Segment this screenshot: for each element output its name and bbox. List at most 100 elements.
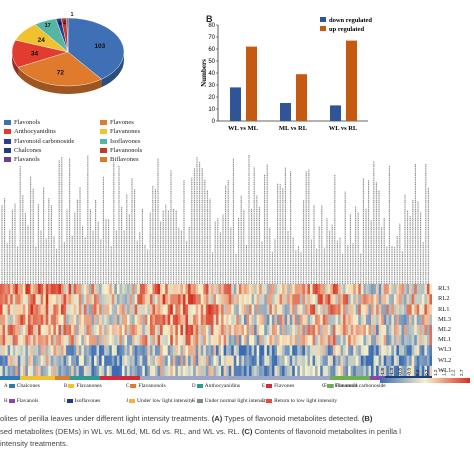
heatmap-cell [236, 315, 239, 326]
heatmap-cell [412, 284, 415, 295]
heatmap-row-label: RL2 [438, 295, 450, 302]
heatmap-cell [119, 294, 122, 305]
heatmap-cell [206, 356, 209, 367]
heatmap-cell [404, 325, 407, 336]
heatmap-cell [117, 284, 120, 295]
legend-swatch [100, 120, 107, 125]
heatmap-cell [313, 304, 316, 315]
heatmap-cell [102, 315, 105, 326]
heatmap-cell [402, 294, 405, 305]
heatmap-cell [84, 366, 87, 376]
heatmap-cell [229, 315, 232, 326]
heatmap-cell [414, 335, 417, 346]
heatmap-cell [381, 335, 384, 346]
heatmap-cell [165, 366, 168, 376]
heatmap-cell [91, 294, 94, 305]
heatmap-cell [239, 304, 242, 315]
heatmap-cell [211, 294, 214, 305]
heatmap-cell [358, 284, 361, 295]
heatmap-cell [219, 345, 222, 356]
heatmap-cell [427, 315, 430, 326]
heatmap-cell [389, 315, 392, 326]
heatmap-cell [180, 356, 183, 367]
heatmap-cell [160, 284, 163, 295]
heatmap-cell [333, 345, 336, 356]
heatmap-cell [145, 315, 148, 326]
heatmap-cell [221, 284, 224, 295]
heatmap-cell [69, 294, 72, 305]
heatmap-cell [0, 294, 3, 305]
heatmap-cell [196, 315, 199, 326]
heatmap-cell [257, 335, 260, 346]
heatmap-cell [79, 315, 82, 326]
heatmap-cell [99, 335, 102, 346]
heatmap-cell [353, 325, 356, 336]
heatmap-cell [338, 304, 341, 315]
heatmap-cell [135, 284, 138, 295]
heatmap-cell [43, 345, 46, 356]
heatmap-cell [117, 325, 120, 336]
heatmap-cell [165, 304, 168, 315]
heatmap-cell [20, 335, 23, 346]
category-legend-label: Flavanones [76, 383, 101, 389]
heatmap-cell [186, 345, 189, 356]
heatmap-cell [280, 356, 283, 367]
heatmap-cell [25, 325, 28, 336]
heatmap-cell [140, 294, 143, 305]
heatmap-cell [231, 335, 234, 346]
heatmap-cell [20, 304, 23, 315]
heatmap-cell [150, 304, 153, 315]
heatmap-cell [305, 366, 308, 376]
heatmap-cell [79, 335, 82, 346]
heatmap-cell [94, 356, 97, 367]
heatmap-cell [300, 284, 303, 295]
heatmap-cell [36, 315, 39, 326]
heatmap-cell [33, 335, 36, 346]
heatmap-cell [91, 345, 94, 356]
heatmap-cell [94, 345, 97, 356]
heatmap-cell [28, 325, 31, 336]
heatmap-cell [356, 366, 359, 376]
heatmap-cell [203, 304, 206, 315]
heatmap-cell [213, 366, 216, 376]
heatmap-cell [231, 356, 234, 367]
heatmap-cell [313, 345, 316, 356]
heatmap-cell [274, 335, 277, 346]
category-segment [100, 376, 140, 380]
heatmap-cell [125, 366, 128, 376]
heatmap-cell [89, 345, 92, 356]
heatmap-cell [267, 325, 270, 336]
heatmap-cell [186, 356, 189, 367]
heatmap-cell [335, 315, 338, 326]
heatmap-cell [424, 335, 427, 346]
heatmap-cell [267, 294, 270, 305]
heatmap-cell [107, 325, 110, 336]
heatmap-cell [305, 304, 308, 315]
heatmap-cell [76, 294, 79, 305]
heatmap-cell [280, 284, 283, 295]
heatmap-cell [33, 315, 36, 326]
heatmap-cell [371, 366, 374, 376]
heatmap-cell [198, 315, 201, 326]
heatmap-cell [351, 356, 354, 367]
heatmap-cell [104, 325, 107, 336]
heatmap-cell [394, 325, 397, 336]
heatmap-cell [386, 315, 389, 326]
heatmap-cell [353, 366, 356, 376]
heatmap-cell [160, 304, 163, 315]
heatmap-cell [0, 335, 3, 346]
heatmap-cell [125, 345, 128, 356]
heatmap-cell [338, 345, 341, 356]
heatmap-cell [384, 294, 387, 305]
heatmap-cell [246, 345, 249, 356]
heatmap-cell [300, 304, 303, 315]
heatmap-cell [407, 284, 410, 295]
heatmap-cell [183, 356, 186, 367]
heatmap-cell [252, 284, 255, 295]
heatmap-cell [427, 294, 430, 305]
heatmap-cell [374, 294, 377, 305]
heatmap-cell [427, 335, 430, 346]
heatmap-cell [323, 356, 326, 367]
heatmap-cell [125, 304, 128, 315]
heatmap-cell [8, 284, 11, 295]
